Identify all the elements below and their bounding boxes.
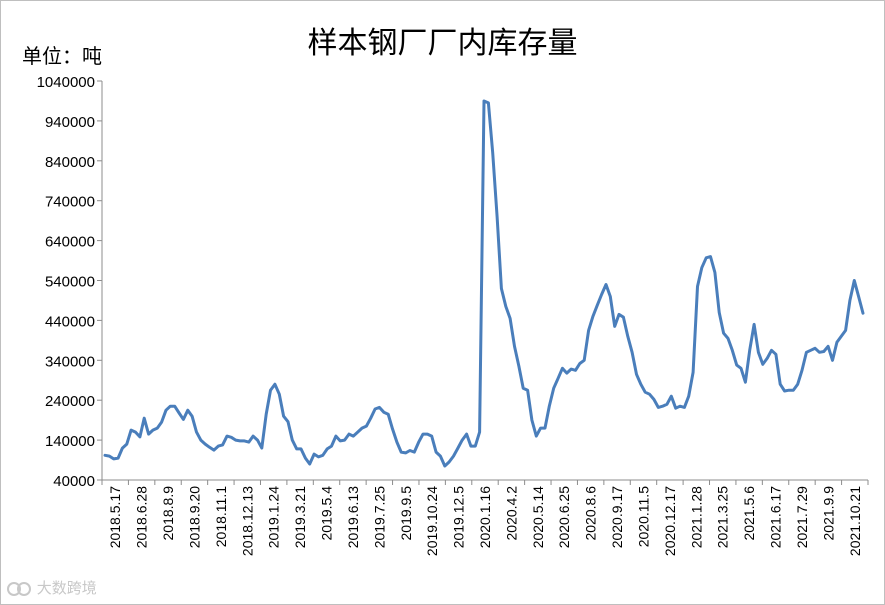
x-tick-label: 2021.6.17 [768,486,784,548]
x-tick-label: 2019.1.24 [266,486,282,548]
watermark-text: 大数跨境 [36,579,97,597]
x-tick-label: 2021.1.28 [688,486,704,548]
chart-axes [101,81,868,481]
x-tick-label: 2021.3.25 [715,486,731,548]
x-tick-label: 2018.6.28 [134,486,150,548]
x-tick-label: 2020.4.2 [503,486,519,541]
x-tick-label: 2019.3.21 [292,486,308,548]
y-tick-label: 840000 [45,154,95,171]
y-tick-label: 740000 [45,194,95,211]
y-tick-label: 440000 [45,313,95,330]
x-tick-label: 2020.11.5 [635,486,651,547]
x-tick-label: 2019.5.4 [319,486,335,541]
watermark-logo-icon [7,581,31,596]
x-tick-label: 2020.1.16 [477,486,493,548]
x-tick-label: 2021.9.9 [820,486,836,541]
chart-title: 样本钢厂厂内库存量 [307,26,578,61]
series-line-0 [103,99,865,468]
y-tick-label: 940000 [45,114,95,131]
y-tick-label: 240000 [45,393,95,410]
x-tick-label: 2019.9.5 [398,486,414,541]
x-tick-label: 2021.10.21 [847,486,863,556]
y-tick-label: 340000 [45,353,95,370]
y-tick-label: 1040000 [37,74,95,91]
x-tick-label: 2020.9.17 [609,486,625,548]
x-tick-label: 2019.6.13 [345,486,361,548]
x-tick-label: 2020.8.6 [583,486,599,541]
x-tick-label: 2019.10.24 [424,486,440,556]
x-tick-label: 2021.5.6 [741,486,757,541]
x-tick-label: 2020.5.14 [530,486,546,548]
unit-label: 单位：吨 [22,44,102,68]
plot-area [103,99,865,468]
y-tick-label: 40000 [53,473,95,490]
x-tick-label: 2018.12.13 [239,486,255,556]
y-tick-label: 540000 [45,274,95,291]
y-tick-label: 140000 [45,433,95,450]
x-tick-label: 2019.7.25 [371,486,387,548]
y-tick-label: 640000 [45,234,95,251]
watermark: 大数跨境 [6,577,97,598]
x-tick-label: 2020.12.17 [662,486,678,556]
y-axis-ticks: 1040000 940000 840000 740000 640000 540000 440… [37,74,102,490]
x-tick-label: 2021.7.29 [794,486,810,548]
x-tick-label: 2019.12.5 [451,486,467,548]
x-axis-ticks: 2018.5.17 2018.6.28 2018.8.9 2018.9.20 2018.… [101,480,869,556]
x-tick-label: 2018.8.9 [160,486,176,541]
x-tick-label: 2018.11.1 [213,486,229,547]
x-tick-label: 2018.9.20 [186,486,202,548]
x-tick-label: 2018.5.17 [107,486,123,548]
x-tick-label: 2020.6.25 [556,486,572,548]
